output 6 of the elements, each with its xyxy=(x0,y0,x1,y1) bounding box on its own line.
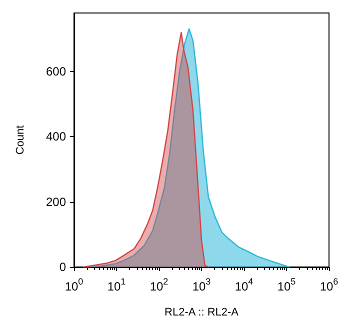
y-tick-label: 400 xyxy=(46,130,66,144)
y-tick-label: 0 xyxy=(59,260,66,274)
y-tick-label: 200 xyxy=(46,194,66,209)
x-axis-title: RL2-A :: RL2-A xyxy=(164,306,240,318)
y-axis-title: Count xyxy=(14,125,26,155)
y-tick-label: 600 xyxy=(46,64,66,79)
